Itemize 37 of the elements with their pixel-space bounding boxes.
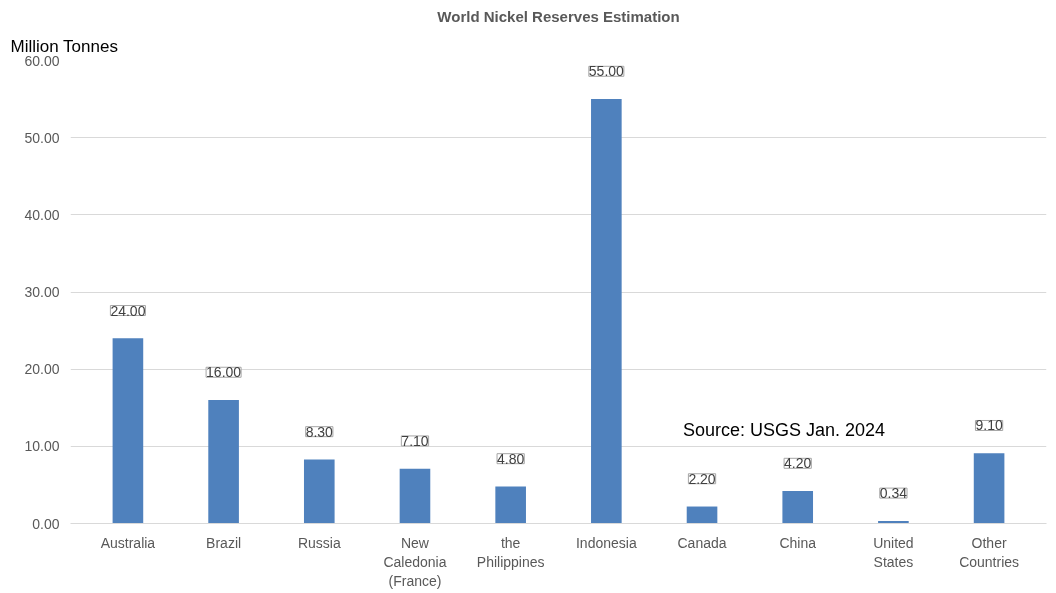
bar xyxy=(973,453,1005,524)
bar xyxy=(686,506,718,524)
x-tick-label: China xyxy=(779,534,817,551)
annotation: Source: USGS Jan. 2024 xyxy=(682,420,886,441)
chart-title: World Nickel Reserves Estimation xyxy=(437,7,680,25)
x-tick-label: the Philippines xyxy=(476,534,545,570)
x-tick-label: Australia xyxy=(100,534,156,551)
bar xyxy=(112,338,144,524)
data-label: 16.00 xyxy=(206,364,242,381)
data-label: 2.20 xyxy=(688,470,716,487)
y-tick-label: 0.00 xyxy=(32,515,60,532)
bar xyxy=(591,99,622,524)
y-tick-label: 30.00 xyxy=(24,284,60,300)
bar xyxy=(208,400,239,524)
x-tick-label: Other Countries xyxy=(959,534,1020,570)
y-tick-label: 20.00 xyxy=(24,361,60,378)
bar xyxy=(495,486,526,524)
data-label: 24.00 xyxy=(110,302,146,319)
data-label: 4.20 xyxy=(784,455,812,472)
y-tick-label: 40.00 xyxy=(24,206,60,223)
x-tick-label: Brazil xyxy=(206,534,242,551)
x-tick-label: Russia xyxy=(297,534,341,551)
data-label: 55.00 xyxy=(588,63,625,80)
data-label: 4.80 xyxy=(497,450,525,467)
bar xyxy=(399,468,431,524)
x-tick-label: United States xyxy=(873,534,914,570)
y-tick-label: 10.00 xyxy=(24,438,60,455)
bar xyxy=(782,491,814,524)
y-tick-label: 50.00 xyxy=(24,129,60,146)
bar xyxy=(303,459,335,524)
data-label: 7.10 xyxy=(401,432,429,449)
data-label: 8.30 xyxy=(305,423,334,440)
data-label: 9.10 xyxy=(975,417,1003,434)
x-tick-label: Canada xyxy=(677,534,727,551)
x-tick-label: Indonesia xyxy=(575,534,637,551)
x-tick-label: New Caledonia (France) xyxy=(383,534,447,589)
data-label: 0.34 xyxy=(879,485,908,502)
